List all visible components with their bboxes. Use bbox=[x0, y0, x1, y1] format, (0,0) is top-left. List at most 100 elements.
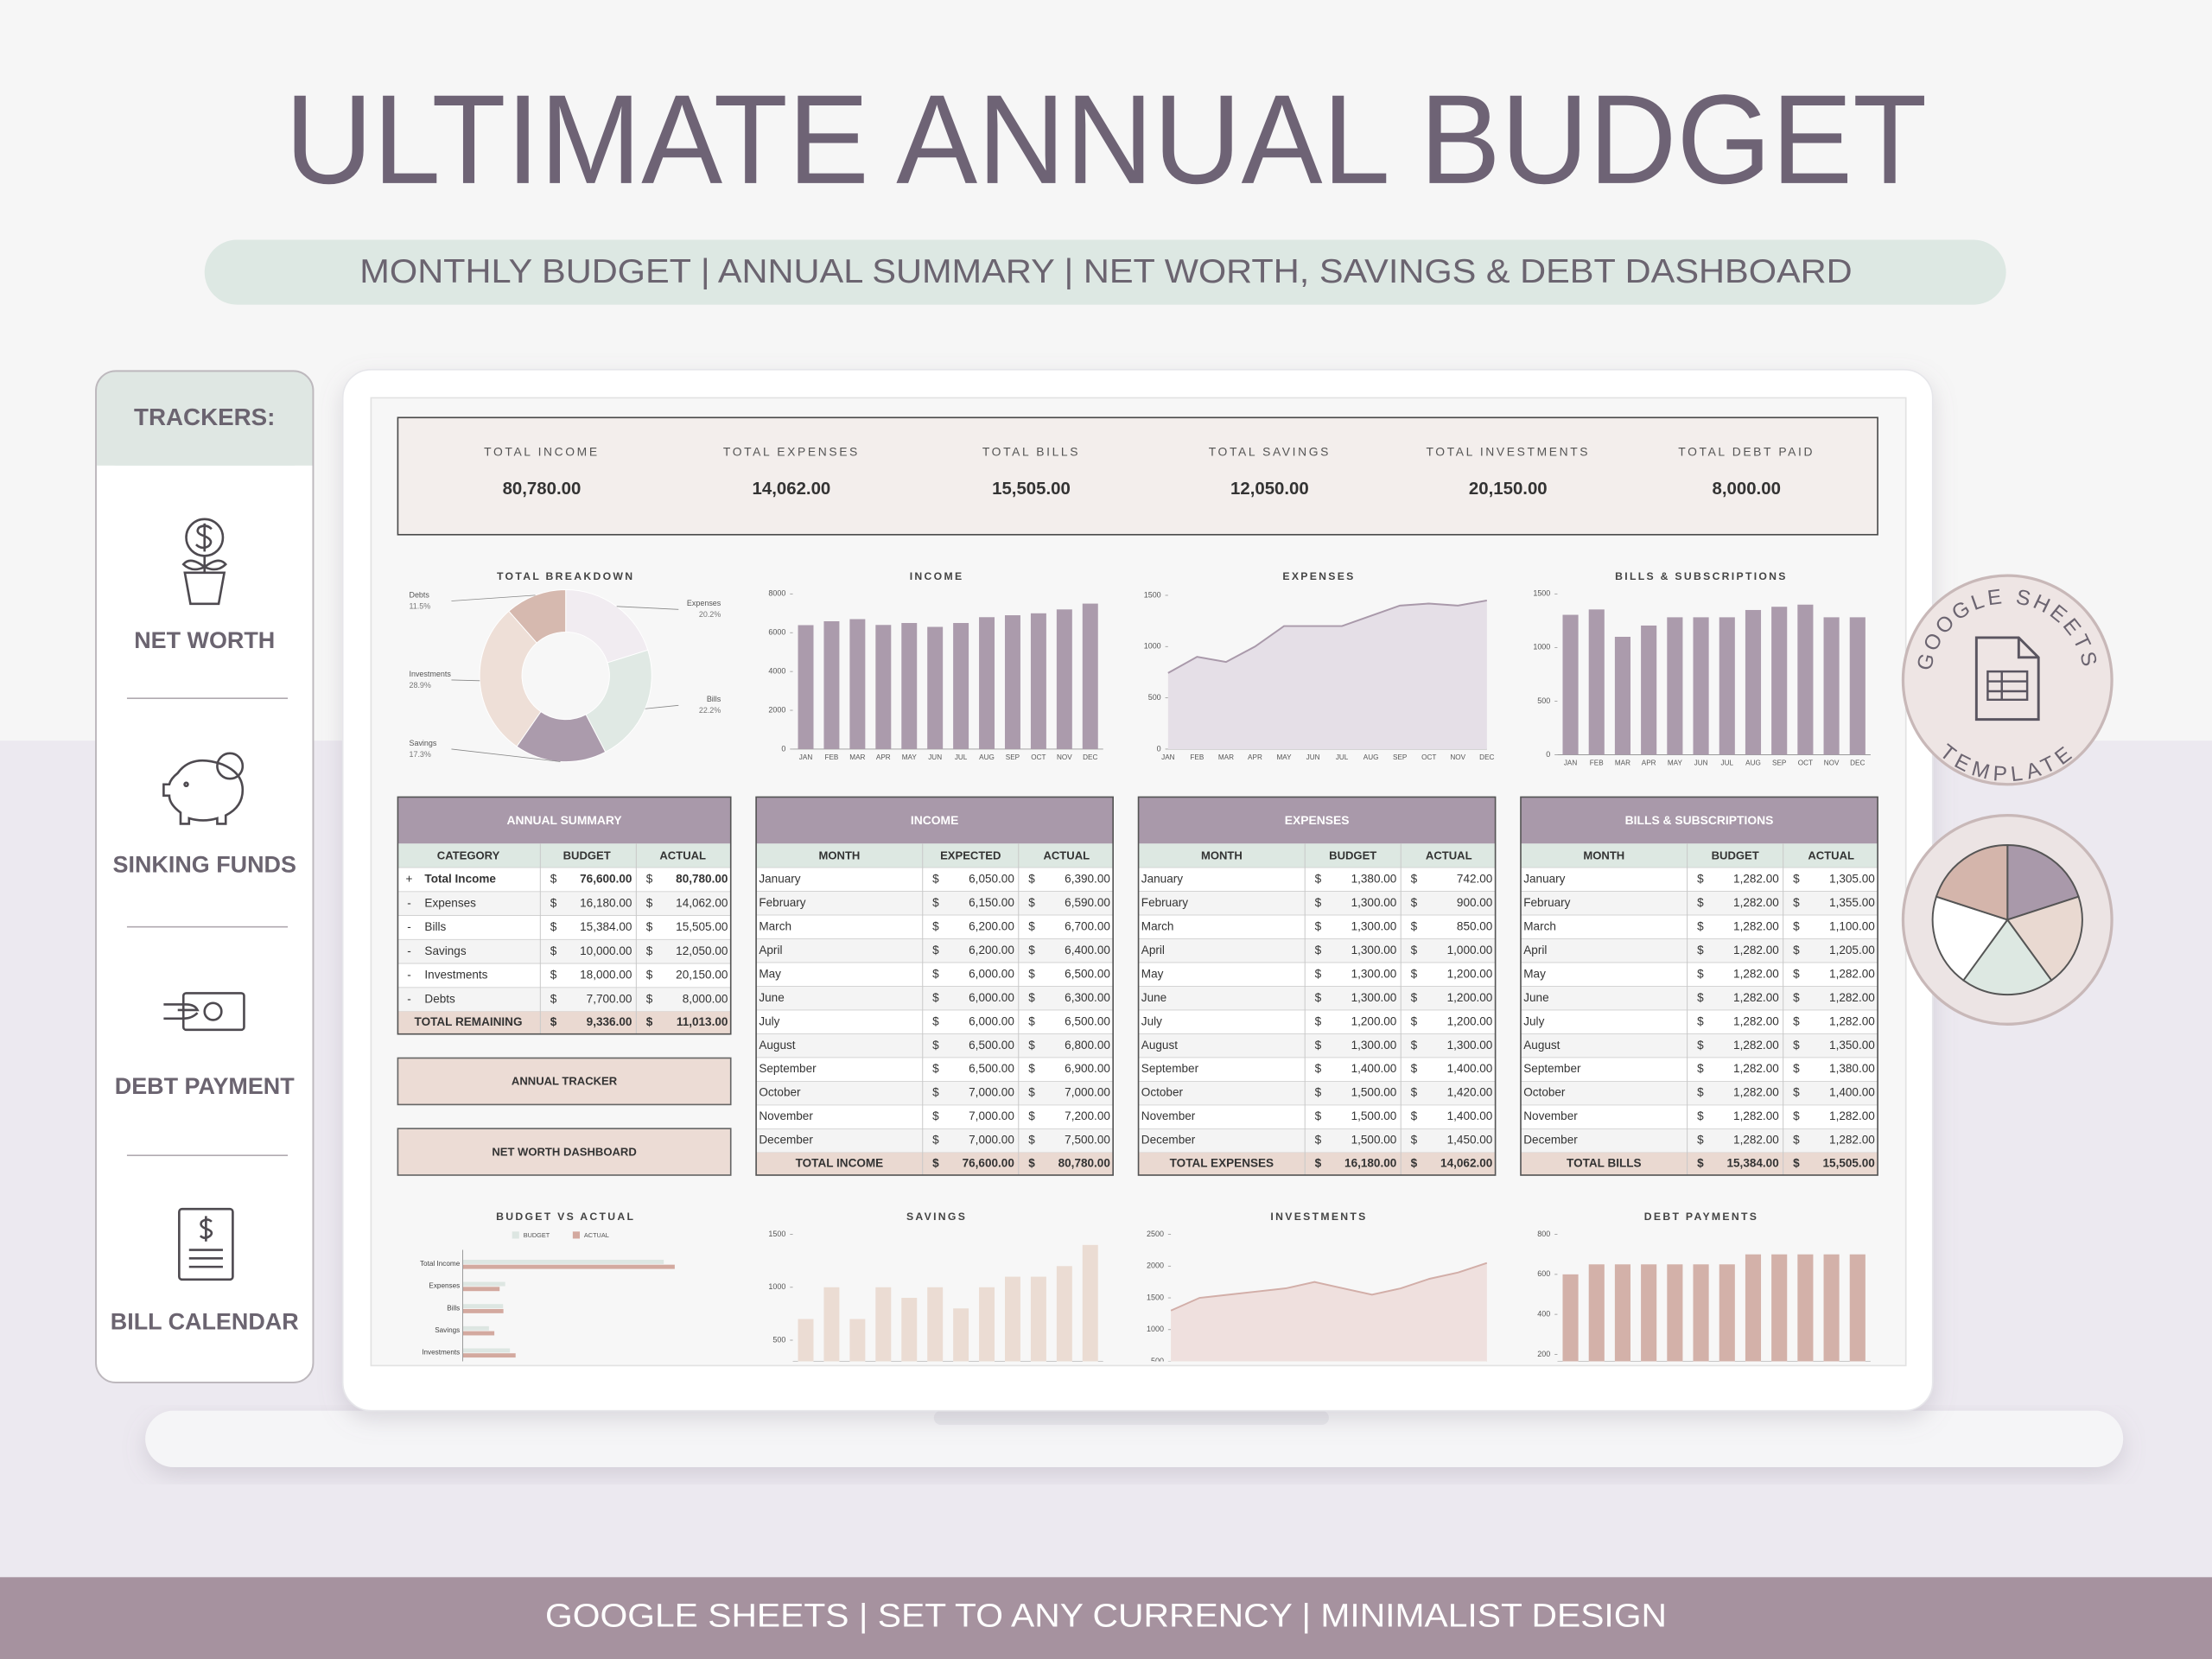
legend-swatch bbox=[572, 1231, 581, 1239]
table-row bbox=[1520, 1057, 1878, 1082]
currency: $ bbox=[646, 873, 653, 886]
row-budget: 6,000.00 bbox=[969, 1014, 1014, 1027]
row-sign: + bbox=[406, 873, 413, 886]
pie-label: Savings bbox=[409, 739, 436, 747]
bar bbox=[1823, 617, 1840, 755]
y-tick-label: 500 bbox=[1537, 696, 1550, 705]
row-category: Total Income bbox=[424, 873, 496, 886]
row-month: July bbox=[759, 1014, 779, 1027]
currency: $ bbox=[1793, 919, 1800, 932]
currency: $ bbox=[1315, 1086, 1322, 1099]
tracker-label: NET WORTH bbox=[134, 627, 275, 653]
pie-slice bbox=[585, 649, 652, 753]
total-value: 20,150.00 bbox=[1469, 480, 1548, 499]
currency: $ bbox=[1411, 872, 1418, 885]
row-month: April bbox=[1523, 944, 1547, 957]
currency: $ bbox=[1793, 1086, 1800, 1099]
currency: $ bbox=[1315, 1014, 1322, 1027]
dollar-glyph bbox=[195, 523, 213, 552]
x-tick-label: OCT bbox=[1421, 753, 1436, 761]
x-tick-label: DEC bbox=[1479, 753, 1494, 761]
x-tick-label: NOV bbox=[1450, 753, 1465, 761]
column-header: MONTH bbox=[1583, 849, 1624, 861]
pie-slice-decor bbox=[2005, 895, 2083, 982]
table-row bbox=[755, 1081, 1114, 1106]
currency: $ bbox=[1697, 967, 1704, 980]
table-border bbox=[1137, 796, 1497, 1176]
table-row bbox=[1138, 1057, 1497, 1082]
row-budget: 6,000.00 bbox=[969, 967, 1014, 980]
currency: $ bbox=[1793, 991, 1800, 1004]
bar bbox=[1797, 1254, 1814, 1362]
currency: $ bbox=[1028, 896, 1035, 909]
row-actual: 1,400.00 bbox=[1447, 1062, 1493, 1075]
table-total bbox=[1521, 1152, 1878, 1175]
x-tick-label: MAY bbox=[1276, 753, 1292, 761]
pie-value-label: 28.9% bbox=[409, 681, 430, 690]
x-tick-label: FEB bbox=[1190, 753, 1204, 761]
y-category-label: Bills bbox=[447, 1304, 460, 1312]
leader-line bbox=[616, 606, 679, 610]
total-label: TOTAL INCOME bbox=[796, 1157, 884, 1170]
table-title: EXPENSES bbox=[1285, 813, 1350, 827]
row-actual: 1,350.00 bbox=[1829, 1039, 1875, 1052]
currency: $ bbox=[1028, 1014, 1035, 1027]
table-total bbox=[1138, 1152, 1496, 1175]
bar bbox=[1030, 613, 1046, 749]
row-actual: 1,282.00 bbox=[1829, 1134, 1875, 1147]
x-tick-label: SEP bbox=[1006, 753, 1020, 761]
currency: $ bbox=[932, 872, 939, 885]
currency: $ bbox=[1411, 919, 1418, 932]
row-actual: 15,505.00 bbox=[676, 920, 728, 933]
currency: $ bbox=[932, 1039, 939, 1052]
legend-swatch bbox=[512, 1231, 519, 1239]
row-actual: 850.00 bbox=[1457, 919, 1492, 932]
bar bbox=[849, 619, 866, 749]
pie-label: Debts bbox=[409, 590, 429, 599]
bar bbox=[1849, 617, 1866, 755]
x-tick-label: OCT bbox=[1031, 753, 1046, 761]
y-tick-label: 1500 bbox=[768, 1230, 785, 1238]
table-row bbox=[1520, 867, 1878, 892]
y-tick-label: 500 bbox=[1148, 693, 1161, 702]
row-budget: 6,150.00 bbox=[969, 896, 1014, 909]
y-tick-label: 0 bbox=[781, 744, 785, 753]
y-tick-label: 600 bbox=[1537, 1269, 1550, 1278]
bar bbox=[823, 1287, 840, 1362]
row-month: November bbox=[1523, 1109, 1578, 1122]
currency: $ bbox=[1411, 1039, 1418, 1052]
x-tick-label: DEC bbox=[1850, 759, 1865, 766]
y-category-label: Expenses bbox=[429, 1282, 460, 1290]
currency: $ bbox=[646, 920, 653, 933]
y-tick-label: 1500 bbox=[1144, 590, 1161, 599]
total-label: TOTAL EXPENSES bbox=[1170, 1157, 1274, 1170]
bar bbox=[1667, 617, 1683, 755]
row-actual: 1,000.00 bbox=[1447, 944, 1493, 957]
currency: $ bbox=[550, 896, 557, 909]
y-tick-label: 400 bbox=[1537, 1310, 1550, 1319]
total-label: TOTAL BILLS bbox=[982, 445, 1080, 459]
currency: $ bbox=[1315, 896, 1322, 909]
x-tick-label: SEP bbox=[1393, 753, 1408, 761]
bar bbox=[462, 1353, 516, 1358]
bill-center bbox=[203, 1001, 223, 1021]
x-tick-label: MAR bbox=[849, 753, 865, 761]
x-tick-label: NOV bbox=[1057, 753, 1072, 761]
currency: $ bbox=[1315, 1157, 1322, 1170]
y-tick-label: 6000 bbox=[768, 628, 785, 637]
total-budget: 9,336.00 bbox=[587, 1015, 632, 1028]
row-actual: 1,400.00 bbox=[1447, 1109, 1493, 1122]
bar bbox=[901, 623, 918, 749]
table-row bbox=[1138, 1128, 1497, 1154]
currency: $ bbox=[1411, 1062, 1418, 1075]
total-value: 80,780.00 bbox=[503, 480, 582, 499]
pie-slice-decor bbox=[1935, 843, 2009, 921]
trackers-panel: TRACKERS: NET WORTH SINKING FUNDS DEBT P… bbox=[95, 370, 315, 1383]
bar bbox=[462, 1264, 675, 1269]
row-actual: 6,800.00 bbox=[1065, 1039, 1110, 1052]
x-tick-label: NOV bbox=[1824, 759, 1840, 766]
table-total bbox=[397, 1011, 731, 1034]
column-header: BUDGET bbox=[1329, 849, 1376, 861]
row-month: August bbox=[1523, 1039, 1560, 1052]
row-month: May bbox=[759, 967, 781, 980]
